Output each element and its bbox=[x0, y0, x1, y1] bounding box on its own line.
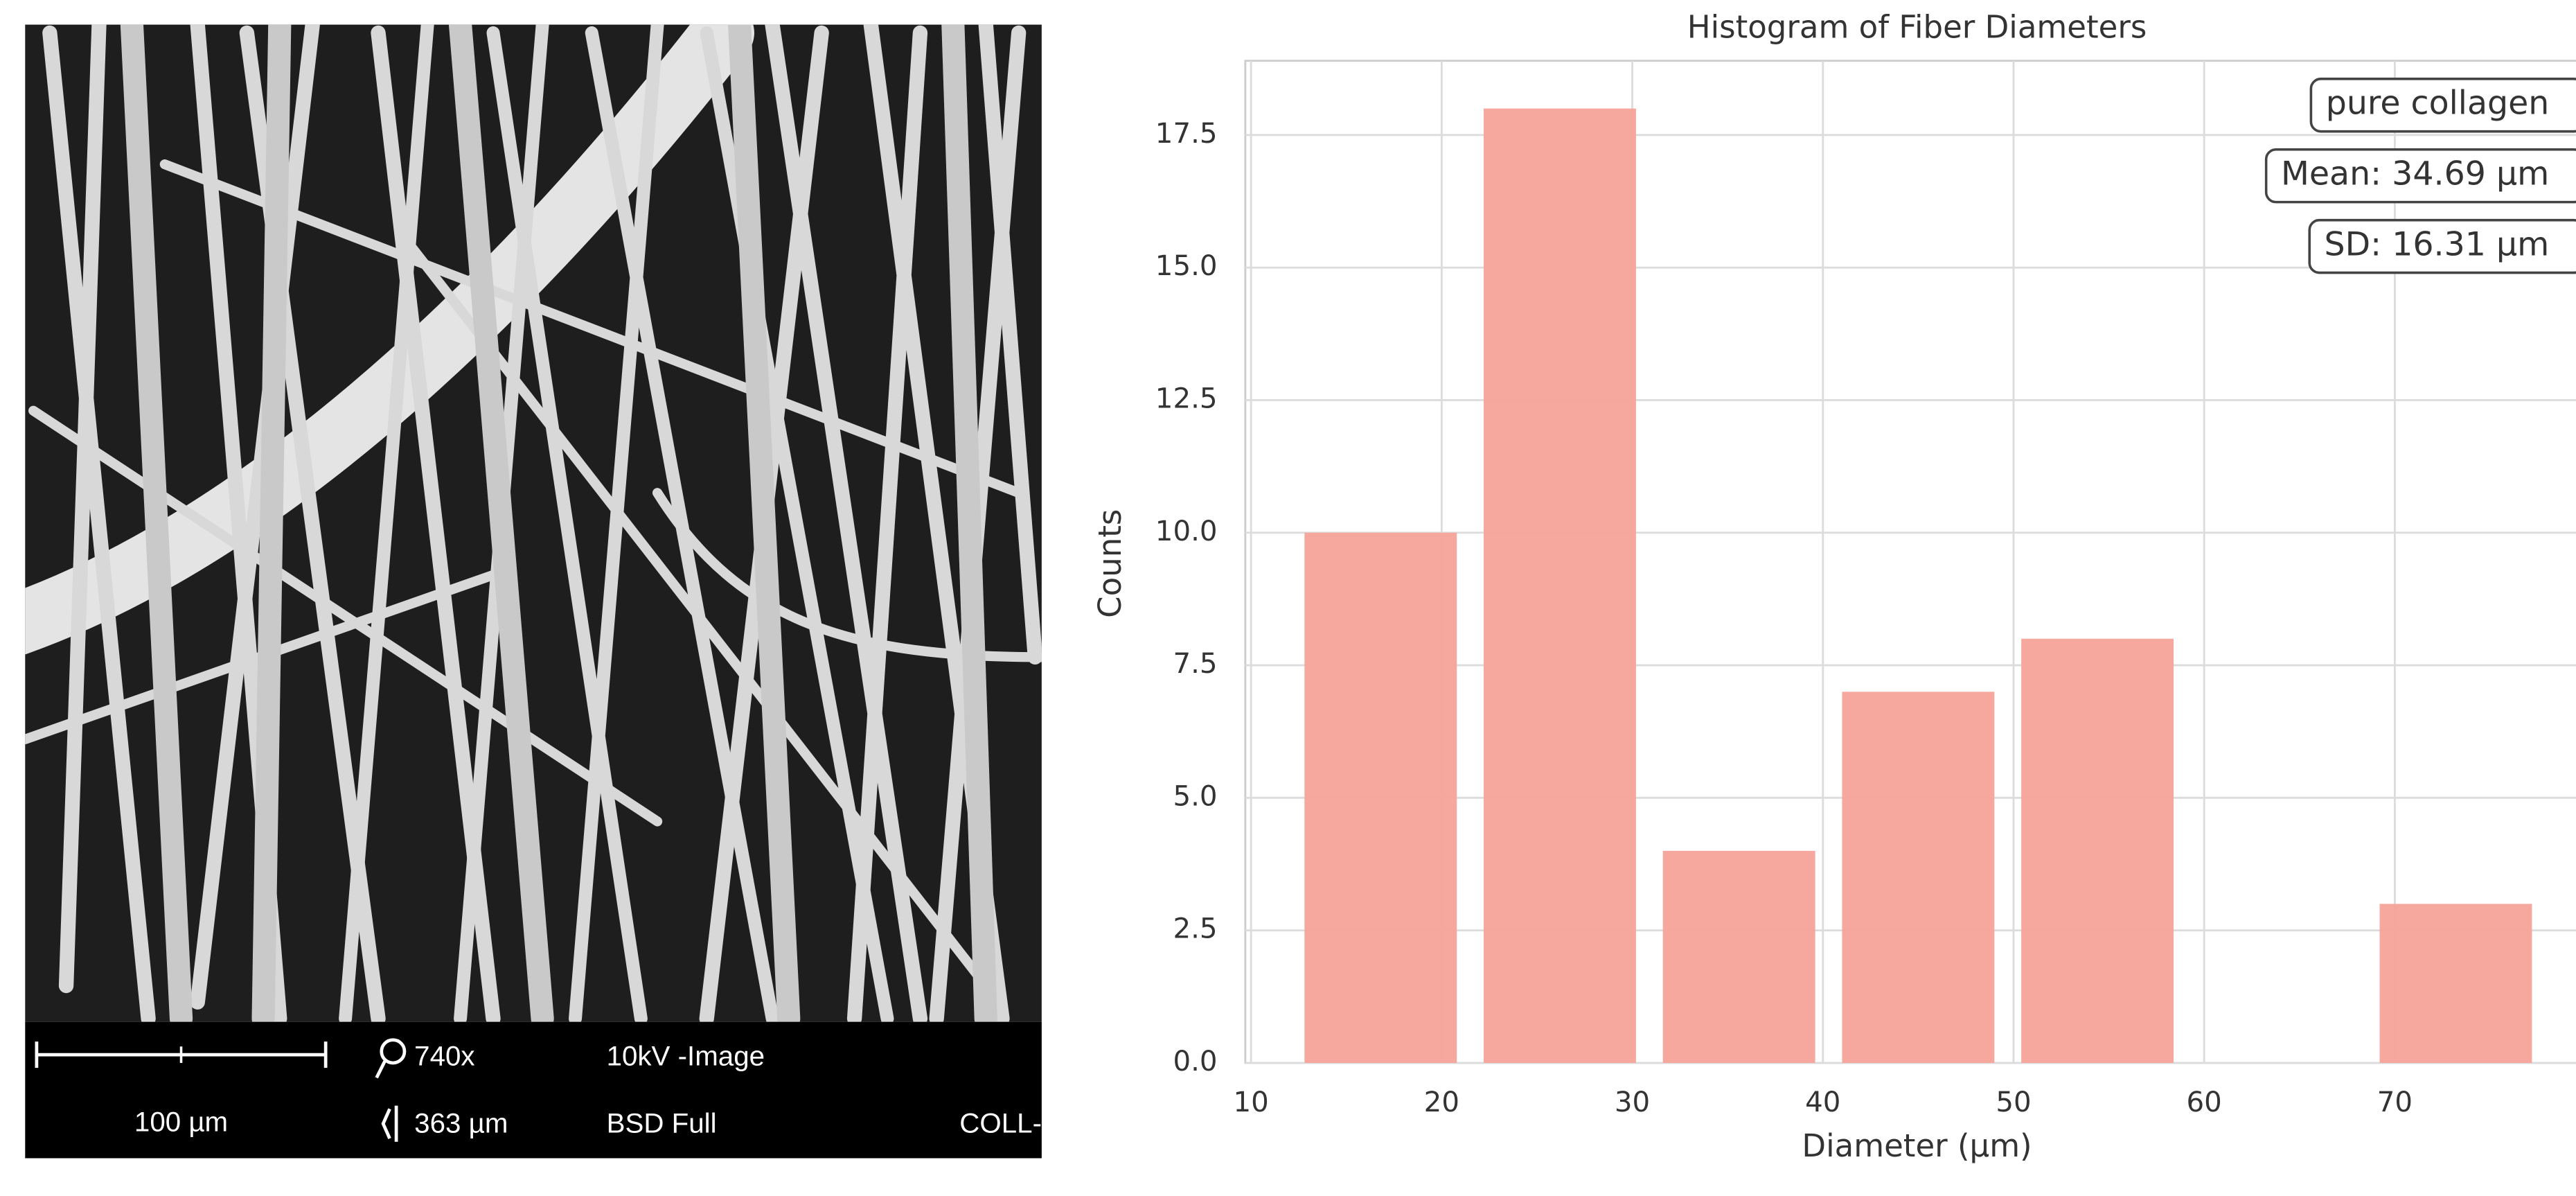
magnification: 740x bbox=[414, 1040, 474, 1071]
detector: BSD Full bbox=[607, 1108, 717, 1139]
y-tick-label: 17.5 bbox=[1155, 117, 1218, 150]
magnify-icon bbox=[380, 1038, 407, 1065]
y-axis-label: Counts bbox=[1092, 509, 1128, 618]
sample-id: COLL-ETC bbox=[959, 1108, 1097, 1139]
bar bbox=[1484, 108, 1636, 1063]
y-tick-label: 12.5 bbox=[1155, 382, 1218, 414]
y-tick-label: 5.0 bbox=[1173, 780, 1217, 812]
chart-title: Histogram of Fiber Diameters bbox=[1687, 9, 2147, 46]
x-tick-label: 50 bbox=[1996, 1086, 2031, 1118]
x-tick-label: 30 bbox=[1615, 1086, 1650, 1118]
sem-image-panel: 100 µm 740x 363 µm 10kV -Image BSD Full … bbox=[25, 24, 1098, 1159]
y-tick-label: 10.0 bbox=[1155, 515, 1218, 547]
y-tick-label: 2.5 bbox=[1173, 913, 1217, 945]
bar bbox=[2021, 638, 2174, 1063]
field-width: 363 µm bbox=[414, 1108, 508, 1139]
fibers bbox=[25, 24, 1042, 1022]
sem-info-bar bbox=[25, 1021, 1042, 1159]
bar bbox=[2379, 904, 2532, 1063]
x-tick-label: 20 bbox=[1424, 1086, 1459, 1118]
icon bbox=[375, 1060, 398, 1142]
scale-bar-label: 100 µm bbox=[134, 1106, 228, 1137]
y-tick-label: 15.0 bbox=[1155, 249, 1218, 282]
annotation-box bbox=[2308, 218, 2576, 274]
x-tick-label: 70 bbox=[2377, 1086, 2413, 1118]
y-tick-label: 7.5 bbox=[1173, 647, 1217, 680]
annotation-box bbox=[2264, 148, 2576, 204]
annotation: SD: 16.31 µm bbox=[2325, 226, 2550, 264]
y-tick-label: 0.0 bbox=[1173, 1045, 1217, 1078]
x-axis-label: Diameter (µm) bbox=[1802, 1127, 2032, 1164]
bar bbox=[1842, 692, 1995, 1063]
x-tick-label: 10 bbox=[1233, 1086, 1268, 1118]
x-tick-label: 60 bbox=[2187, 1086, 2222, 1118]
bar bbox=[1304, 532, 1457, 1063]
annotation: Mean: 34.69 µm bbox=[2281, 155, 2549, 193]
annotation-box bbox=[2309, 78, 2576, 133]
histogram-chart: Histogram of Fiber Diameters Diameter (µ… bbox=[1092, 9, 2576, 1164]
bar bbox=[1662, 850, 1815, 1063]
x-tick-label: 40 bbox=[1805, 1086, 1840, 1118]
annotation: pure collagen bbox=[2326, 85, 2550, 123]
voltage: 10kV -Image bbox=[607, 1040, 765, 1071]
